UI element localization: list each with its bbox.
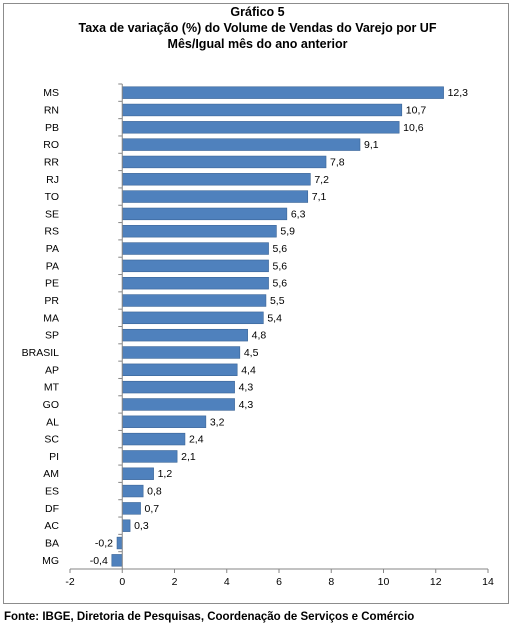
bar xyxy=(121,242,269,255)
bar xyxy=(121,259,269,273)
category-label: MA xyxy=(43,312,59,324)
category-label: RR xyxy=(44,156,60,168)
bar xyxy=(121,225,277,238)
data-label: 12,3 xyxy=(448,87,469,99)
category-label: DF xyxy=(45,503,59,515)
category-label: PE xyxy=(45,278,59,290)
data-label: 10,7 xyxy=(406,104,427,116)
data-label: 5,9 xyxy=(280,226,295,238)
bar xyxy=(121,415,207,428)
data-label: 5,5 xyxy=(270,295,285,307)
category-label: SP xyxy=(45,330,59,342)
data-label: 3,2 xyxy=(210,416,225,428)
bar xyxy=(121,103,403,117)
bar xyxy=(121,277,269,290)
bar xyxy=(121,86,444,99)
category-label: PB xyxy=(45,122,59,134)
data-label: 7,1 xyxy=(312,191,327,203)
category-label: MS xyxy=(43,87,59,99)
x-tick-label: 4 xyxy=(224,576,230,588)
category-label: RO xyxy=(43,139,59,151)
bar xyxy=(121,155,327,169)
bar xyxy=(121,363,238,376)
data-label: 7,2 xyxy=(314,174,329,186)
bar xyxy=(121,190,309,203)
bar xyxy=(121,173,311,186)
bar xyxy=(121,138,361,151)
data-label: 5,6 xyxy=(273,278,288,290)
category-label: GO xyxy=(43,399,59,411)
data-label: 4,4 xyxy=(241,364,256,376)
category-label: RS xyxy=(44,226,59,238)
x-tick-label: 2 xyxy=(172,576,178,588)
category-label: SE xyxy=(45,208,59,220)
chart-subtitle-2: Mês/Igual mês do ano anterior xyxy=(167,37,348,51)
category-label: BA xyxy=(45,538,59,550)
category-label: MG xyxy=(42,555,59,567)
category-label: MT xyxy=(44,382,60,394)
bar xyxy=(121,328,248,342)
x-tick-label: 12 xyxy=(430,576,442,588)
data-label: 5,4 xyxy=(267,312,282,324)
data-label: 9,1 xyxy=(364,139,379,151)
data-label: 4,3 xyxy=(239,382,254,394)
bar xyxy=(111,554,123,567)
chart-titles: Gráfico 5 Taxa de variação (%) do Volume… xyxy=(0,4,515,52)
data-label: 2,4 xyxy=(189,434,204,446)
data-label: 4,8 xyxy=(252,330,267,342)
chart-subtitle-1: Taxa de variação (%) do Volume de Vendas… xyxy=(78,21,437,35)
bar xyxy=(121,380,235,394)
data-label: 10,6 xyxy=(403,122,424,134)
data-label: -0,2 xyxy=(95,538,113,550)
data-label: 0,3 xyxy=(134,520,149,532)
x-tick-label: 6 xyxy=(276,576,282,588)
x-tick-label: 14 xyxy=(482,576,494,588)
category-label: SC xyxy=(44,434,59,446)
data-label: 0,7 xyxy=(145,503,160,515)
data-label: 2,1 xyxy=(181,451,196,463)
x-tick-label: 0 xyxy=(119,576,125,588)
data-label: 1,2 xyxy=(158,468,173,480)
chart-title: Gráfico 5 xyxy=(230,5,285,19)
bar xyxy=(121,294,267,307)
category-label: PA xyxy=(46,260,59,272)
category-label: PR xyxy=(44,295,59,307)
data-label: 4,5 xyxy=(244,347,259,359)
data-label: -0,4 xyxy=(90,555,108,567)
bar xyxy=(121,467,154,480)
bar xyxy=(121,484,144,498)
data-label: 6,3 xyxy=(291,208,306,220)
bar xyxy=(121,207,288,221)
data-label: 4,3 xyxy=(239,399,254,411)
bar xyxy=(121,432,186,446)
data-label: 0,8 xyxy=(147,486,162,498)
data-label: 7,8 xyxy=(330,156,345,168)
source-note: Fonte: IBGE, Diretoria de Pesquisas, Coo… xyxy=(4,611,415,623)
category-label: AL xyxy=(46,416,59,428)
bar xyxy=(121,346,241,359)
category-label: PI xyxy=(49,451,59,463)
data-label: 5,6 xyxy=(273,243,288,255)
bar xyxy=(116,536,123,550)
bar xyxy=(121,121,400,134)
bar xyxy=(121,450,178,463)
category-label: AM xyxy=(43,468,59,480)
x-tick-label: -2 xyxy=(65,576,74,588)
bar xyxy=(121,398,235,411)
category-label: AC xyxy=(44,520,59,532)
category-label: TO xyxy=(45,191,59,203)
category-label: RJ xyxy=(46,174,59,186)
category-label: RN xyxy=(44,104,59,116)
data-label: 5,6 xyxy=(273,260,288,272)
x-tick-label: 10 xyxy=(378,576,390,588)
x-tick-label: 8 xyxy=(328,576,334,588)
bar xyxy=(121,311,264,325)
category-label: ES xyxy=(45,486,59,498)
bar xyxy=(121,519,131,532)
category-label: BRASIL xyxy=(22,347,60,359)
category-label: AP xyxy=(45,364,59,376)
bar xyxy=(121,502,141,515)
category-label: PA xyxy=(46,243,59,255)
